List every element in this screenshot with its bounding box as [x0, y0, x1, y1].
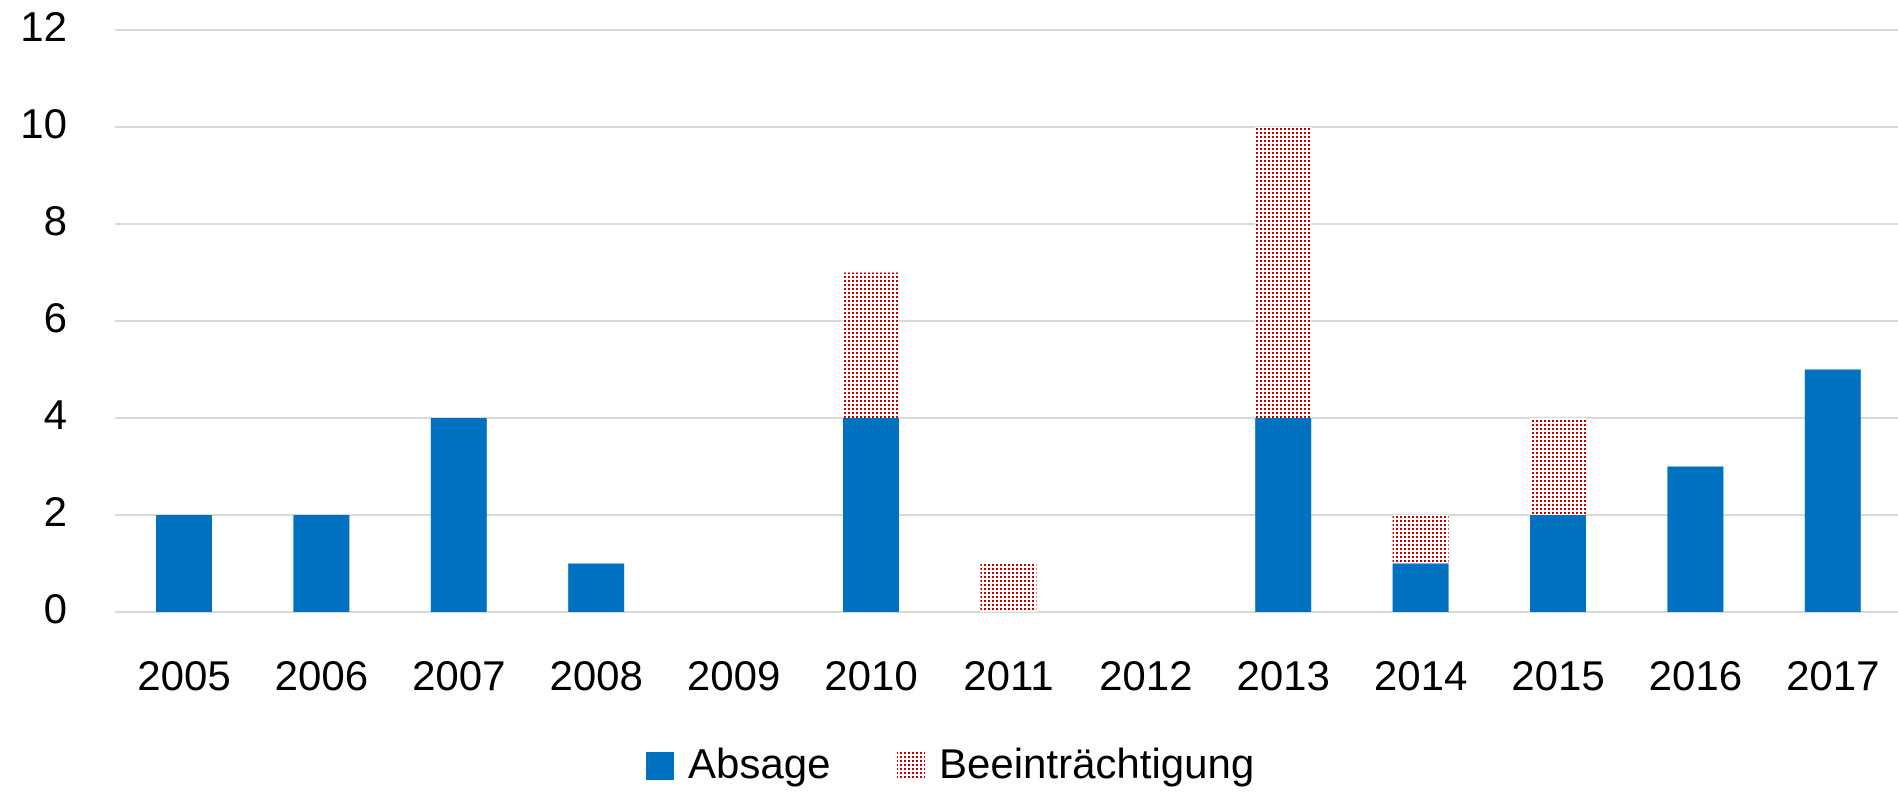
x-tick-label: 2013 [1236, 652, 1329, 699]
legend-swatch [897, 752, 925, 780]
x-tick-label: 2014 [1374, 652, 1467, 699]
x-tick-label: 2011 [963, 652, 1053, 699]
bar-segment [1392, 515, 1449, 564]
x-tick-label: 2012 [1099, 652, 1192, 699]
x-tick-label: 2006 [275, 652, 368, 699]
x-tick-label: 2009 [687, 652, 780, 699]
y-tick-label: 4 [44, 391, 67, 438]
bar-segment [843, 418, 899, 612]
x-tick-label: 2007 [412, 652, 505, 699]
bar-segment [843, 272, 899, 418]
bar-segment [430, 418, 487, 612]
x-tick-label: 2017 [1786, 652, 1879, 699]
bar-segment [1667, 466, 1724, 612]
y-tick-label: 0 [44, 585, 67, 632]
bar-segment [1530, 418, 1586, 515]
x-tick-label: 2008 [549, 652, 642, 699]
x-tick-label: 2005 [137, 652, 230, 699]
x-tick-label: 2015 [1511, 652, 1604, 699]
bar-segment [1255, 127, 1312, 418]
bar-segment [980, 563, 1037, 612]
bar-segment [568, 563, 625, 612]
bar-segment [293, 515, 350, 612]
bar-segment [1530, 515, 1586, 612]
y-tick-label: 10 [20, 100, 67, 147]
bar-segment [1804, 369, 1861, 612]
legend-label: Absage [688, 740, 830, 787]
y-tick-label: 12 [20, 3, 67, 50]
bar-segment [1255, 418, 1312, 612]
y-tick-label: 6 [44, 294, 67, 341]
legend-swatch [646, 752, 674, 780]
x-tick-label: 2016 [1649, 652, 1742, 699]
bar-segment [156, 515, 212, 612]
x-tick-label: 2010 [824, 652, 917, 699]
y-tick-label: 2 [44, 488, 67, 535]
legend-label: Beeinträchtigung [939, 740, 1254, 787]
y-tick-label: 8 [44, 197, 67, 244]
bar-segment [1392, 563, 1449, 612]
